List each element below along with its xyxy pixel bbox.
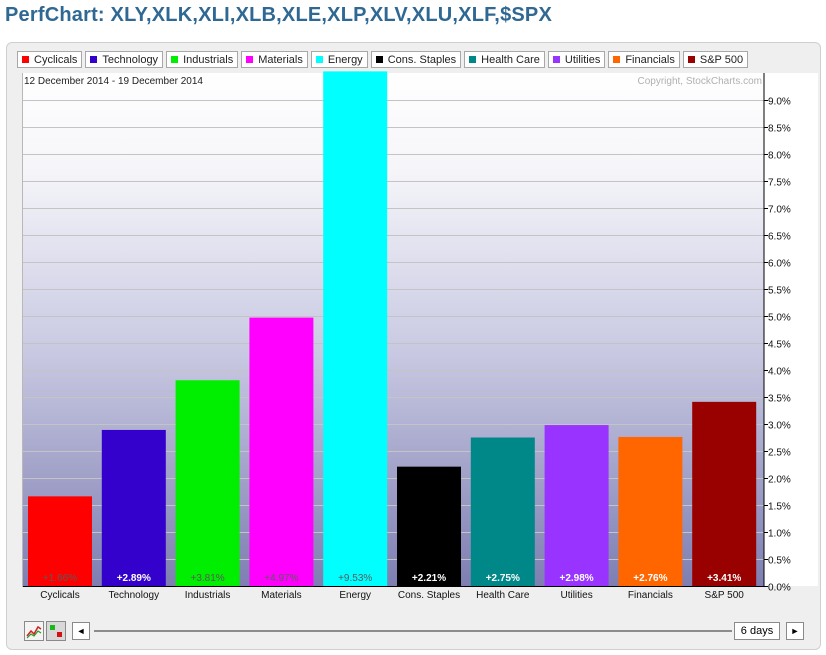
- legend-label: Materials: [258, 53, 303, 66]
- legend-swatch: [687, 56, 695, 63]
- x-tick-label: S&P 500: [705, 590, 745, 601]
- legend-item-health-care[interactable]: Health Care: [464, 51, 545, 68]
- legend-item-utilities[interactable]: Utilities: [547, 51, 606, 68]
- y-tick-label: 1.5%: [768, 502, 791, 513]
- legend-swatch: [22, 56, 29, 63]
- legend-swatch: [246, 56, 254, 63]
- legend-swatch: [90, 56, 98, 63]
- x-tick-label: Energy: [339, 590, 371, 601]
- bar-value-label: +9.53%: [338, 573, 372, 584]
- legend-label: Health Care: [481, 53, 540, 66]
- legend-swatch: [375, 56, 383, 63]
- date-range: 12 December 2014 - 19 December 2014: [24, 76, 203, 87]
- legend-label: Industrials: [183, 53, 234, 66]
- legend-label: Cons. Staples: [387, 53, 457, 66]
- line-chart-icon[interactable]: [24, 621, 44, 641]
- y-tick-label: 1.0%: [768, 529, 791, 540]
- bar-cyclicals: [28, 496, 92, 586]
- x-tick-label: Materials: [261, 590, 302, 601]
- y-tick-labels: 0.0% 0.5% 1.0% 1.5% 2.0% 2.5% 3.0% 3.5% 4.0% 4.5%…: [768, 97, 791, 594]
- period-slider[interactable]: [94, 630, 732, 632]
- bars: +1.66% +2.89% +3.81% +4.97% +9.53% +2.21% +2.7…: [28, 71, 757, 586]
- bar-energy: [323, 71, 388, 586]
- x-tick-label: Cyclicals: [40, 590, 79, 601]
- legend-label: Technology: [102, 53, 159, 66]
- y-tick-label: 0.0%: [768, 583, 791, 594]
- bar-value-label: +2.76%: [633, 573, 667, 584]
- x-tick-label: Utilities: [560, 590, 592, 601]
- legend-item-financials[interactable]: Financials: [608, 51, 680, 68]
- legend-label: S&P 500: [699, 53, 744, 66]
- legend-item-s-p-500[interactable]: S&P 500: [682, 51, 749, 68]
- bar-technology: [101, 429, 166, 586]
- x-tick-label: Technology: [109, 590, 160, 601]
- bar-financials: [618, 436, 683, 586]
- legend-item-materials[interactable]: Materials: [241, 51, 308, 68]
- bar-industrials: [175, 380, 240, 586]
- y-tick-label: 2.0%: [768, 475, 791, 486]
- y-tick-label: 6.0%: [768, 259, 791, 270]
- bar-value-label: +2.89%: [117, 573, 151, 584]
- x-tick-label: Cons. Staples: [398, 590, 460, 601]
- legend-item-technology[interactable]: Technology: [85, 51, 164, 68]
- legend-label: Energy: [327, 53, 363, 66]
- bar-value-label: +3.81%: [190, 573, 224, 584]
- legend-label: Cyclicals: [34, 53, 78, 66]
- x-tick-label: Health Care: [476, 590, 530, 601]
- bar-cons-staples: [397, 466, 461, 586]
- prev-button[interactable]: ◄: [72, 622, 90, 640]
- bar-value-label: +4.97%: [264, 573, 298, 584]
- legend-swatch: [552, 56, 560, 63]
- y-tick-label: 8.5%: [768, 124, 791, 135]
- y-tick-label: 4.0%: [768, 367, 791, 378]
- y-tick-label: 7.0%: [768, 205, 791, 216]
- page-title: PerfChart: XLY,XLK,XLI,XLB,XLE,XLP,XLV,X…: [5, 4, 553, 26]
- legend-swatch: [469, 56, 477, 63]
- x-tick-label: Financials: [628, 590, 673, 601]
- y-tick-label: 5.0%: [768, 313, 791, 324]
- bar-value-label: +3.41%: [707, 573, 741, 584]
- legend-swatch: [171, 56, 179, 63]
- y-tick-label: 8.0%: [768, 151, 791, 162]
- period-selector[interactable]: 6 days: [734, 622, 780, 640]
- y-tick-label: 3.0%: [768, 421, 791, 432]
- right-axis-area: [764, 73, 818, 586]
- legend-item-cyclicals[interactable]: Cyclicals: [17, 51, 83, 68]
- legend-item-cons-staples[interactable]: Cons. Staples: [370, 51, 462, 68]
- bar-materials: [249, 317, 314, 586]
- bar-value-label: +1.66%: [43, 573, 77, 584]
- y-tick-label: 3.5%: [768, 394, 791, 405]
- legend-item-energy[interactable]: Energy: [310, 51, 368, 68]
- legend-swatch: [613, 56, 621, 63]
- legend-label: Financials: [625, 53, 675, 66]
- y-tick-label: 0.5%: [768, 556, 791, 567]
- legend-label: Utilities: [564, 53, 601, 66]
- bar-value-label: +2.21%: [412, 573, 446, 584]
- y-tick-label: 6.5%: [768, 232, 791, 243]
- y-tick-label: 2.5%: [768, 448, 791, 459]
- bar-toggle-glyph: [50, 625, 62, 637]
- bar-health-care: [470, 437, 535, 586]
- bar-s-p-500: [692, 401, 757, 586]
- bar-value-label: +2.75%: [486, 573, 520, 584]
- legend-item-industrials[interactable]: Industrials: [166, 51, 239, 68]
- next-button[interactable]: ►: [786, 622, 804, 640]
- chart-controls: ◄ 6 days ►: [0, 618, 826, 646]
- y-tick-label: 9.0%: [768, 97, 791, 108]
- legend: Cyclicals Technology Industrials Materials E…: [17, 51, 749, 68]
- y-tick-label: 5.5%: [768, 286, 791, 297]
- line-chart-glyph: [26, 625, 42, 639]
- x-tick-labels: Cyclicals Technology Industrials Materials E…: [40, 590, 744, 601]
- bar-utilities: [544, 425, 609, 586]
- y-tick-label: 4.5%: [768, 340, 791, 351]
- bar-chart: +1.66% +2.89% +3.81% +4.97% +9.53% +2.21% +2.7…: [22, 71, 818, 601]
- copyright-text: Copyright, StockCharts.com: [638, 76, 763, 87]
- legend-swatch: [315, 56, 323, 63]
- y-tick-label: 7.5%: [768, 178, 791, 189]
- x-tick-label: Industrials: [185, 590, 231, 601]
- bar-value-label: +2.98%: [559, 573, 593, 584]
- bar-toggle-icon[interactable]: [46, 621, 66, 641]
